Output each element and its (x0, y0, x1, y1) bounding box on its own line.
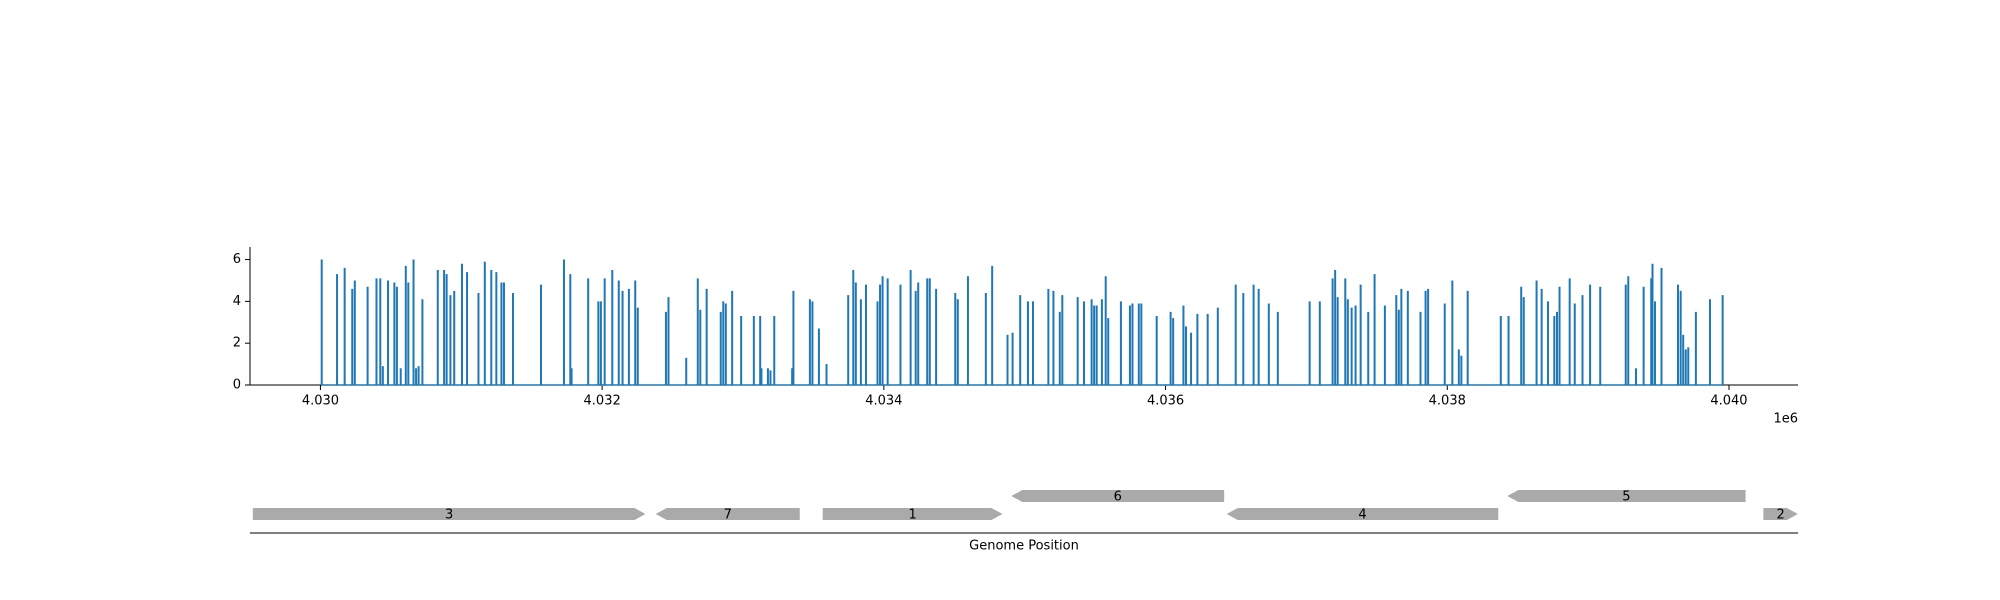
gene-label: 1 (908, 508, 916, 523)
gene-arrow (1507, 490, 1746, 502)
gene-arrow (252, 508, 646, 520)
gene-label: 5 (1622, 490, 1630, 505)
x-tick-label: 4.034 (865, 394, 902, 409)
x-tick-label: 4.038 (1429, 394, 1466, 409)
y-tick-label: 4 (233, 294, 241, 309)
x-axis-label: Genome Position (969, 539, 1079, 554)
x-tick-label: 4.036 (1147, 394, 1184, 409)
gene-arrow (1011, 490, 1225, 502)
gene-label: 6 (1114, 490, 1122, 505)
y-tick-label: 6 (233, 252, 241, 267)
gene-arrow (1226, 508, 1499, 520)
x-offset-label: 1e6 (1773, 412, 1798, 427)
x-tick-label: 4.030 (302, 394, 339, 409)
y-tick-label: 0 (233, 378, 241, 393)
gene-label: 3 (445, 508, 453, 523)
x-tick-label: 4.040 (1710, 394, 1747, 409)
gene-arrow (822, 508, 1003, 520)
gene-arrow (1763, 508, 1798, 520)
gene-label: 4 (1358, 508, 1366, 523)
gene-label: 7 (724, 508, 732, 523)
y-tick-label: 2 (233, 336, 241, 351)
gene-arrow (655, 508, 800, 520)
x-tick-label: 4.032 (584, 394, 621, 409)
gene-label: 2 (1776, 508, 1784, 523)
